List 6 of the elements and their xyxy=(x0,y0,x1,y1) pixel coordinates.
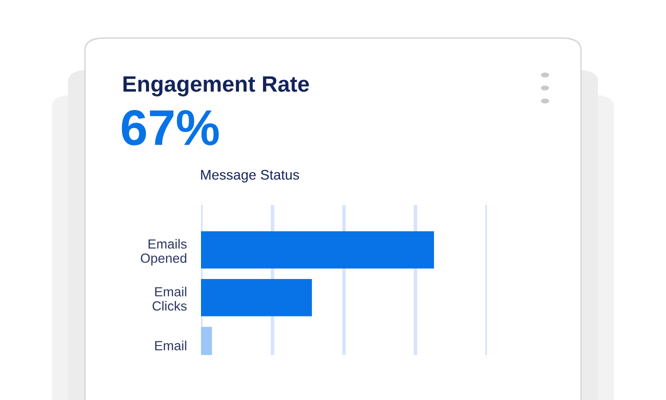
y-tick-label: Emails Opened xyxy=(140,238,187,266)
y-tick-label: Email Clicks xyxy=(152,286,187,311)
chart-title: Engagement Rate xyxy=(123,76,309,96)
y-tick-label: Email xyxy=(155,340,186,350)
y-axis-title: Message Status xyxy=(201,170,300,182)
chart-subtitle: 67% xyxy=(122,110,219,146)
